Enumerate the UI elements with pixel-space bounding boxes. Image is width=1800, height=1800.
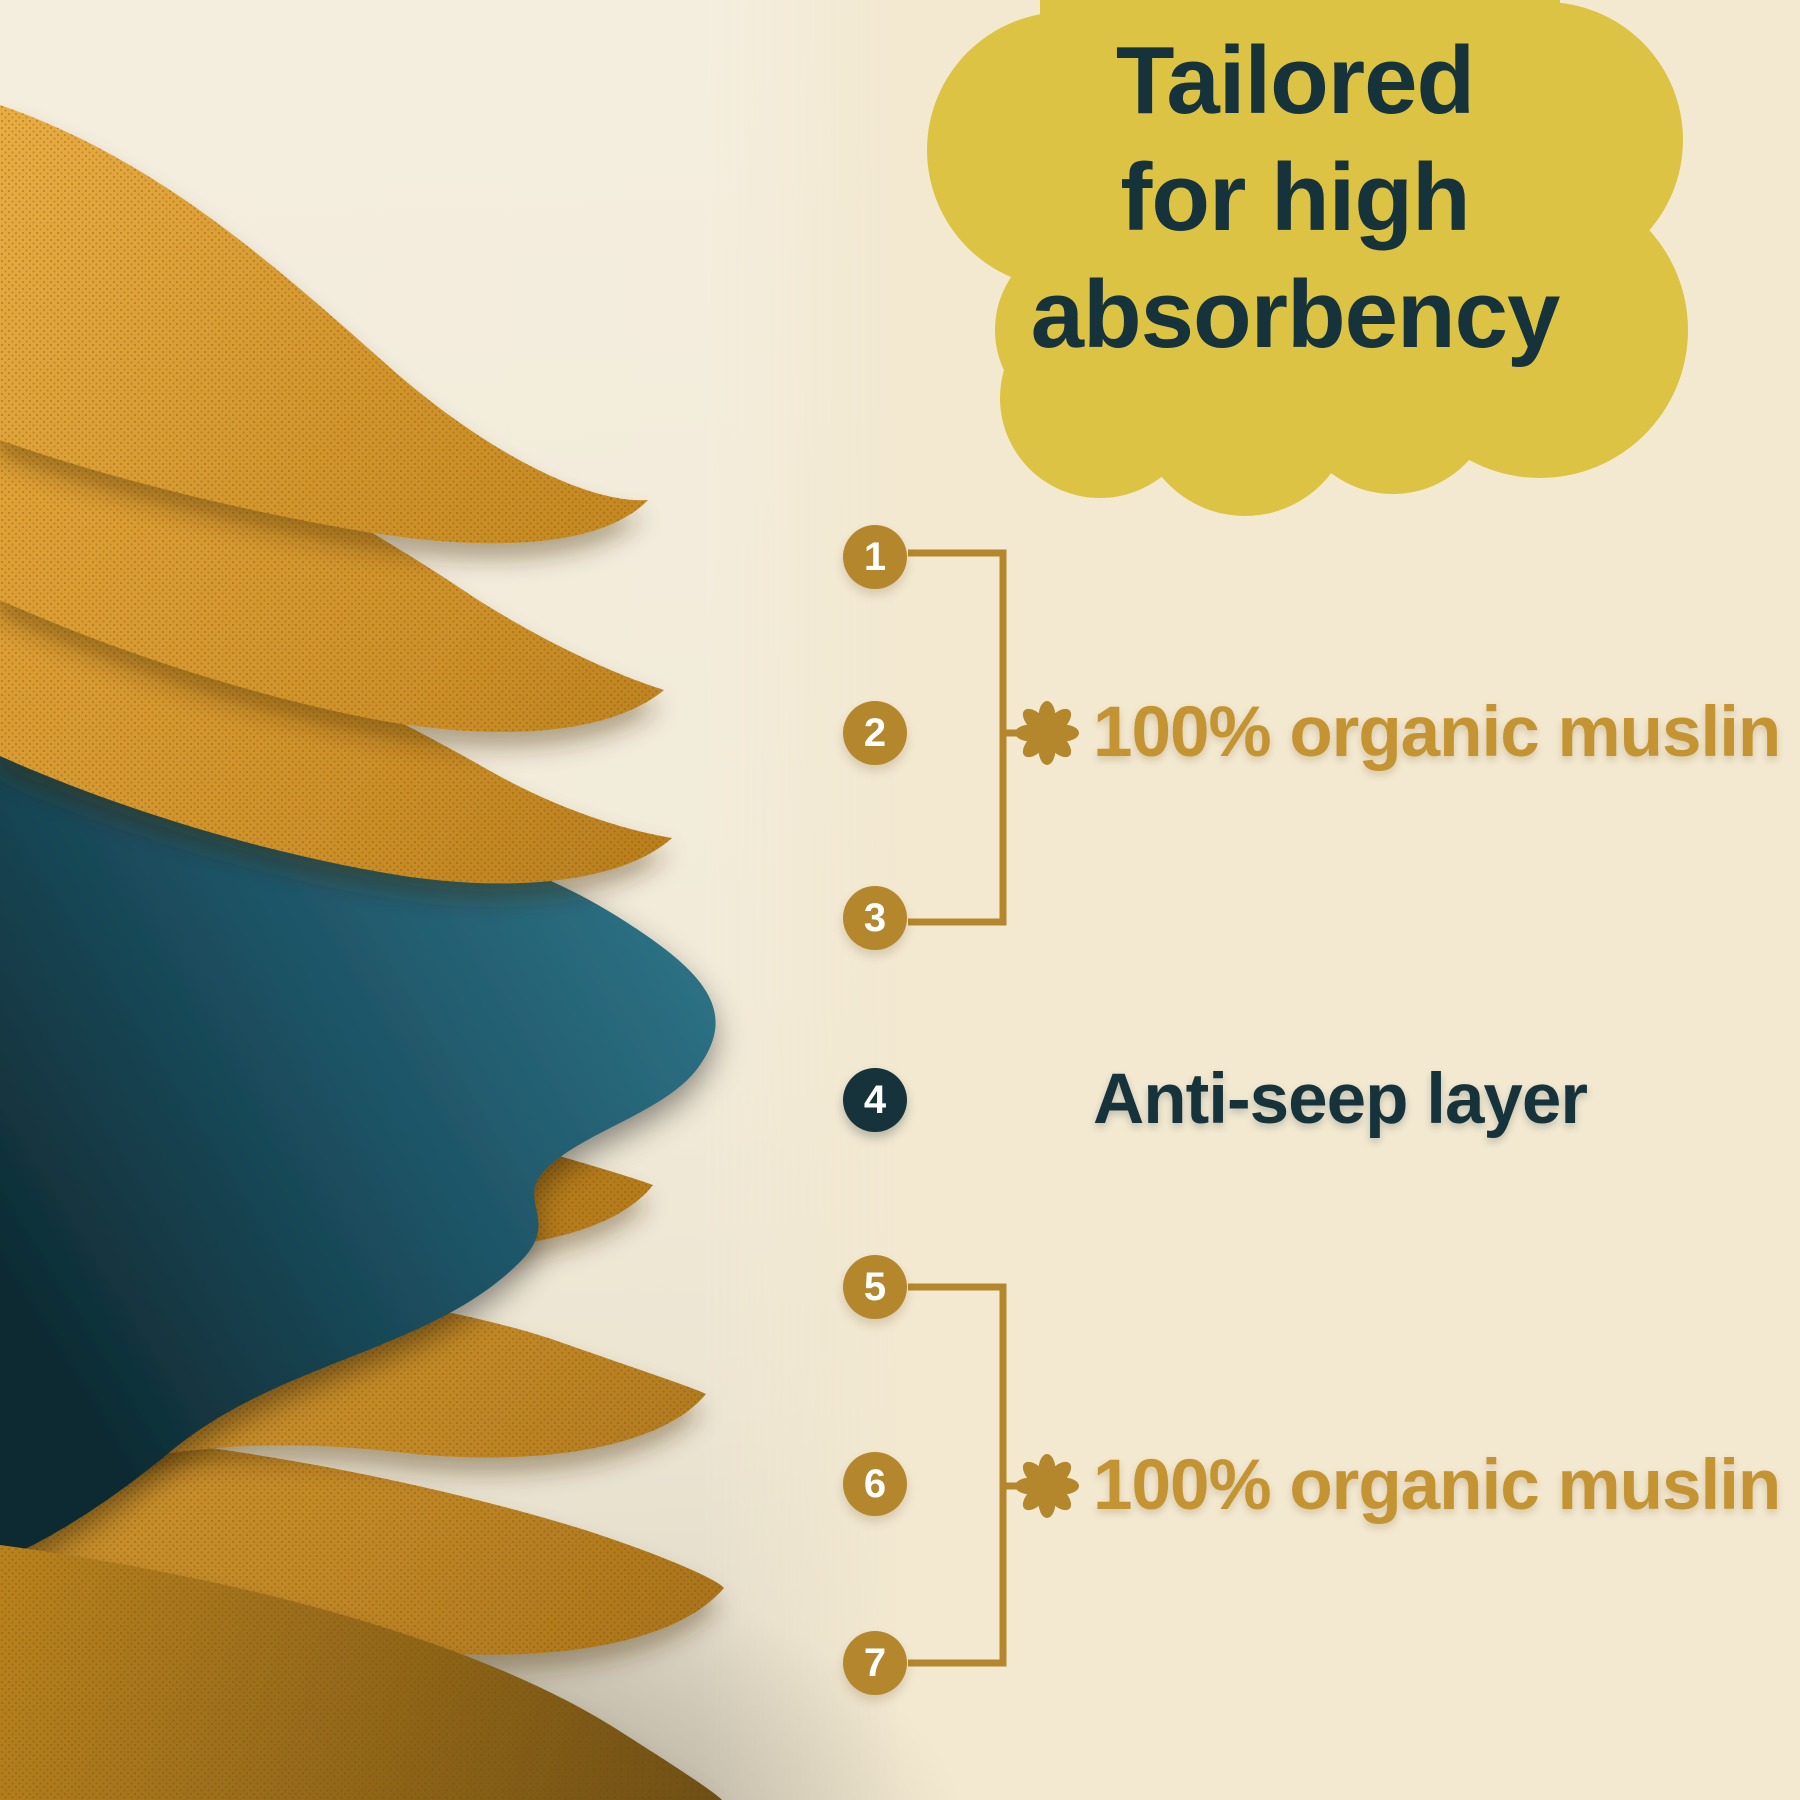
bracket-top — [908, 549, 1020, 926]
flower-asterisk-icon — [1015, 1454, 1079, 1518]
label-organic-muslin-top: 100% organic muslin — [1093, 693, 1781, 772]
title-line-1: Tailored — [1115, 27, 1475, 134]
fabric-layer-anti-seep — [0, 755, 716, 1560]
flower-blob — [927, 0, 1688, 516]
layer-badge-7: 7 — [843, 1631, 907, 1695]
layer-badge-4: 4 — [843, 1068, 907, 1132]
label-anti-seep: Anti-seep layer — [1093, 1060, 1588, 1139]
fabric-bottom-fold — [0, 1545, 722, 1800]
layer-badge-5: 5 — [843, 1255, 907, 1319]
fabric-stack-illustration — [0, 105, 724, 1800]
layer-badge-1: 1 — [843, 525, 907, 589]
page-title: Tailored for high absorbency — [945, 22, 1645, 373]
fabric-layer-1 — [0, 105, 648, 544]
title-line-3: absorbency — [1030, 261, 1561, 368]
title-line-2: for high — [1120, 144, 1470, 251]
flower-asterisk-icon — [1015, 701, 1079, 765]
label-organic-muslin-bottom: 100% organic muslin — [1093, 1446, 1781, 1525]
layer-badge-3: 3 — [843, 886, 907, 950]
layer-badge-6: 6 — [843, 1452, 907, 1516]
layer-badge-2: 2 — [843, 701, 907, 765]
